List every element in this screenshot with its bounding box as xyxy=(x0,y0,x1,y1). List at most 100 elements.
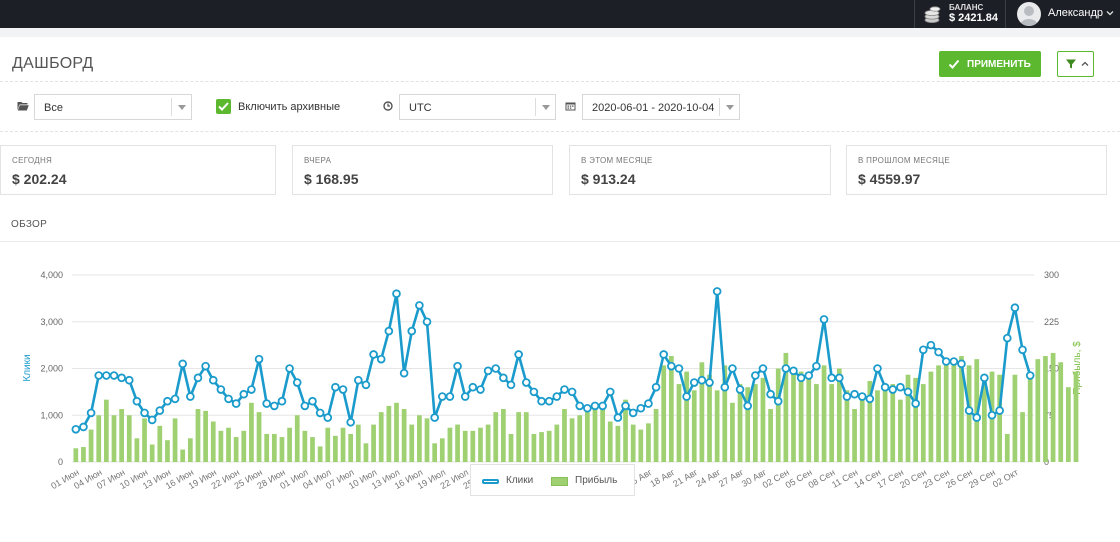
profit-bar xyxy=(249,402,254,462)
x-tick-label: 29 Сен xyxy=(967,467,997,490)
profit-bar xyxy=(371,424,376,462)
clicks-point xyxy=(392,289,401,298)
profit-bar xyxy=(516,412,522,462)
legend-label-clicks[interactable]: Клики xyxy=(506,475,534,486)
clicks-point xyxy=(170,394,180,404)
clicks-point xyxy=(941,357,951,366)
stat-label: В ПРОШЛОМ МЕСЯЦЕ xyxy=(858,156,950,165)
filter-toggle-button[interactable] xyxy=(1057,51,1094,77)
clicks-point xyxy=(628,408,638,418)
y-tick-label-left: 0 xyxy=(58,457,63,467)
profit-bar xyxy=(1043,356,1048,462)
clicks-point xyxy=(766,389,775,399)
clicks-point xyxy=(896,382,905,392)
clicks-point xyxy=(789,366,798,376)
stat-value: $ 4559.97 xyxy=(858,171,921,187)
profit-bar xyxy=(630,424,636,462)
stat-value: $ 913.24 xyxy=(581,171,636,187)
user-menu[interactable]: Александр xyxy=(1006,0,1120,28)
profit-bar xyxy=(103,399,109,462)
profit-bar xyxy=(241,430,247,462)
profit-bar xyxy=(363,443,369,462)
profit-bar xyxy=(1035,359,1041,462)
apply-button[interactable]: ПРИМЕНИТЬ xyxy=(939,51,1041,77)
balance-widget[interactable]: БАЛАНС $ 2421.84 xyxy=(914,0,1006,28)
coins-icon xyxy=(924,6,941,23)
filter-icon xyxy=(1066,59,1076,69)
clicks-point xyxy=(865,394,875,404)
profit-bar xyxy=(699,362,705,462)
clicks-point xyxy=(270,401,279,411)
legend-swatch-clicks[interactable] xyxy=(482,479,499,484)
y-tick-label-right: 300 xyxy=(1044,270,1059,280)
clicks-point xyxy=(102,371,111,380)
profit-bar xyxy=(1065,387,1071,462)
archive-checkbox[interactable] xyxy=(216,99,231,114)
clicks-point xyxy=(544,396,554,406)
clicks-point xyxy=(331,382,340,392)
profit-bar xyxy=(730,402,735,462)
clicks-point xyxy=(995,406,1004,415)
profit-bar xyxy=(1027,374,1033,462)
clicks-point xyxy=(247,385,256,394)
profit-bar xyxy=(844,390,850,462)
clicks-point xyxy=(773,396,783,406)
profit-bar xyxy=(348,433,354,462)
y-tick-label-right: 225 xyxy=(1044,317,1059,327)
profit-bar xyxy=(119,409,124,462)
clicks-point xyxy=(94,371,104,380)
clicks-point xyxy=(880,382,890,392)
clicks-point xyxy=(605,387,615,397)
profit-bar xyxy=(1020,412,1025,462)
clicks-point xyxy=(323,413,333,422)
profit-bar xyxy=(523,412,529,462)
profit-bar xyxy=(310,437,315,462)
clicks-point xyxy=(590,401,600,411)
clicks-point xyxy=(735,385,745,394)
profit-bar xyxy=(562,409,567,462)
calendar-icon xyxy=(565,102,576,111)
clicks-point xyxy=(178,359,188,369)
clicks-point xyxy=(873,364,882,373)
clicks-point xyxy=(140,408,149,418)
clicks-point xyxy=(636,403,646,413)
campaign-select[interactable]: Все xyxy=(34,94,192,120)
clicks-point xyxy=(521,378,531,387)
profit-bar xyxy=(821,365,827,462)
clicks-point xyxy=(193,373,203,383)
clicks-point xyxy=(980,373,989,383)
profit-bar xyxy=(676,384,682,462)
timezone-select[interactable]: UTC xyxy=(399,94,556,120)
clicks-point xyxy=(308,396,317,406)
profit-bar xyxy=(264,433,270,462)
clicks-point xyxy=(315,408,325,418)
profit-bar xyxy=(768,409,773,462)
profit-bar xyxy=(584,412,590,462)
clicks-point xyxy=(369,350,378,359)
legend-swatch-profit[interactable] xyxy=(551,477,568,486)
clicks-point xyxy=(354,375,363,385)
date-range-picker[interactable]: 2020-06-01 - 2020-10-04 xyxy=(582,94,740,120)
clicks-point xyxy=(651,382,661,392)
profit-bar xyxy=(317,446,323,462)
profit-bar xyxy=(501,409,506,462)
clicks-point xyxy=(147,415,157,425)
profit-bar xyxy=(775,368,781,462)
clicks-point xyxy=(751,371,760,380)
clicks-point xyxy=(407,326,417,336)
profit-bar xyxy=(890,384,896,462)
clicks-point xyxy=(567,387,577,397)
profit-bar xyxy=(707,374,712,462)
profit-bar xyxy=(615,425,621,462)
legend-label-profit[interactable]: Прибыль xyxy=(575,475,618,486)
profit-bar xyxy=(539,432,544,462)
profit-bar xyxy=(836,368,842,462)
clicks-point xyxy=(300,401,310,411)
clicks-point xyxy=(346,417,355,427)
clicks-point xyxy=(453,361,462,371)
clicks-point xyxy=(476,385,485,394)
clicks-point xyxy=(888,385,898,394)
clicks-point xyxy=(957,359,966,369)
profit-bar xyxy=(531,433,537,462)
clicks-point xyxy=(575,401,585,411)
